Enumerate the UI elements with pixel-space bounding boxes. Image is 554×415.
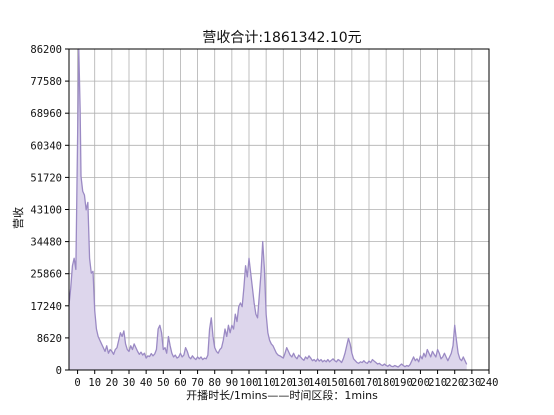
x-axis-ticks: 0 10 20 30 40 50 60 70 80 90 100110120130140150160… — [74, 370, 498, 389]
x-tick-label: 170 — [360, 377, 379, 389]
x-tick-label: 120 — [274, 377, 293, 389]
y-tick-label: 86200 — [30, 44, 62, 56]
x-tick-label: 220 — [445, 377, 464, 389]
x-tick-label: 60 — [174, 377, 187, 389]
x-tick-label: 230 — [462, 377, 481, 389]
y-tick-label: 17240 — [30, 301, 62, 313]
x-tick-label: 50 — [157, 377, 170, 389]
x-tick-label: 30 — [123, 377, 136, 389]
y-axis-label: 营收 — [11, 207, 25, 229]
x-tick-label: 20 — [106, 377, 119, 389]
series-layer — [68, 48, 468, 370]
y-tick-label: 34480 — [30, 237, 62, 249]
x-tick-label: 200 — [411, 377, 430, 389]
chart-title: 营收合计:1861342.10元 — [202, 30, 361, 46]
y-tick-label: 25860 — [30, 269, 62, 281]
x-tick-label: 190 — [394, 377, 413, 389]
x-axis-label: 开播时长/1mins——时间区段：1mins — [186, 388, 378, 402]
x-tick-label: 110 — [257, 377, 276, 389]
x-tick-label: 140 — [308, 377, 327, 389]
x-tick-label: 40 — [140, 377, 153, 389]
x-tick-label: 210 — [428, 377, 447, 389]
x-tick-label: 240 — [480, 377, 499, 389]
plot-frame — [68, 48, 490, 371]
y-tick-label: 68960 — [30, 108, 62, 120]
y-tick-label: 77580 — [30, 76, 62, 88]
x-tick-label: 130 — [291, 377, 310, 389]
x-tick-label: 90 — [226, 377, 239, 389]
y-tick-label: 43100 — [30, 205, 62, 217]
x-tick-label: 0 — [74, 377, 80, 389]
y-tick-label: 8620 — [37, 333, 62, 345]
y-tick-label: 60340 — [30, 140, 62, 152]
x-tick-label: 10 — [88, 377, 101, 389]
y-tick-label: 0 — [56, 365, 62, 377]
y-axis-ticks: 0 8620 17240 25860 34480 43100 51720 60340 68960… — [30, 44, 69, 377]
x-tick-label: 180 — [377, 377, 396, 389]
x-tick-label: 100 — [240, 377, 259, 389]
x-tick-label: 80 — [208, 377, 221, 389]
x-tick-label: 160 — [342, 377, 361, 389]
revenue-line — [68, 48, 468, 368]
x-tick-label: 150 — [325, 377, 344, 389]
y-tick-label: 51720 — [30, 172, 62, 184]
x-tick-label: 70 — [191, 377, 204, 389]
